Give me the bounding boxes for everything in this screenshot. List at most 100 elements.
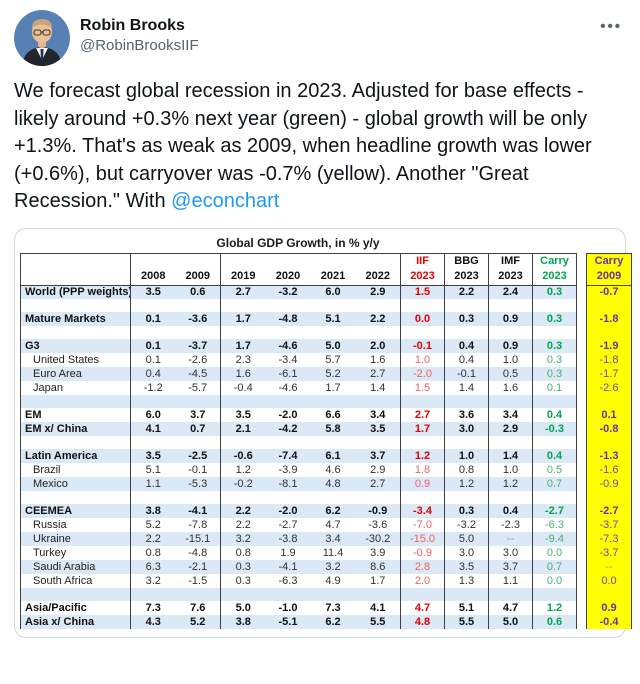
cell <box>175 395 221 408</box>
cell: 0.1 <box>586 408 632 422</box>
cell <box>400 491 445 504</box>
column-gap <box>576 326 587 339</box>
cell: -7.0 <box>400 518 445 532</box>
cell <box>131 326 176 339</box>
cell: 1.4 <box>355 381 401 395</box>
cell <box>444 491 489 504</box>
cell: 0.4 <box>130 367 176 381</box>
cell: -1.6 <box>586 463 632 477</box>
row-label <box>20 252 131 269</box>
tweet-text-body: We forecast global recession in 2023. Ad… <box>14 80 592 212</box>
cell: 1.2 <box>532 601 577 615</box>
cell: 3.4 <box>488 408 533 422</box>
column-gap <box>576 504 587 518</box>
cell: 0.3 <box>532 339 577 353</box>
cell: 3.4 <box>310 532 356 546</box>
cell: IMF <box>488 252 533 269</box>
avatar[interactable] <box>14 10 70 66</box>
cell: -4.8 <box>265 312 311 326</box>
cell: 1.2 <box>444 477 489 491</box>
author-handle[interactable]: @RobinBrooksIIF <box>80 37 199 54</box>
cell: 6.2 <box>310 615 356 629</box>
more-button[interactable]: ••• <box>600 18 622 35</box>
table-row: Turkey 0.8 -4.8 0.8 1.9 11.4 3.9 -0.9 3.0 3.0 0.0-… <box>20 546 632 560</box>
cell <box>265 588 311 601</box>
cell <box>400 326 445 339</box>
column-gap <box>576 269 587 285</box>
cell: 2022 <box>355 269 401 286</box>
cell: 0.8 <box>235 546 251 559</box>
author-name[interactable]: Robin Brooks <box>80 17 185 34</box>
row-label: Turkey <box>20 546 131 560</box>
cell: 2023 <box>400 269 445 286</box>
cell: 7.3 <box>145 601 161 614</box>
column-gap <box>576 408 587 422</box>
cell <box>444 395 489 408</box>
cell: -4.6 <box>265 339 311 353</box>
cell: 6.6 <box>325 408 341 421</box>
cell: -7.4 <box>265 449 311 463</box>
column-gap <box>576 463 587 477</box>
cell: 4.8 <box>400 615 445 629</box>
cell: 4.7 <box>488 601 533 615</box>
cell: 1.7 <box>400 422 445 436</box>
cell: -4.1 <box>265 560 311 574</box>
cell <box>586 436 632 449</box>
cell <box>310 395 356 408</box>
cell <box>532 588 577 601</box>
spacer-row <box>20 588 632 601</box>
cell: 2.0 <box>355 339 401 353</box>
row-label <box>20 299 131 312</box>
row-label: Mexico <box>20 477 131 491</box>
cell: -1.3 <box>586 449 632 463</box>
cell <box>175 326 221 339</box>
cell <box>355 588 401 601</box>
cell <box>311 326 356 339</box>
table-row: Russia 5.2 -7.8 2.2 -2.7 4.7 -3.6 -7.0 -3.2 -2.3-… <box>20 518 632 532</box>
cell <box>532 436 577 449</box>
cell: 8.6 <box>355 560 401 574</box>
cell: -0.9 <box>400 546 445 560</box>
cell: 0.6 <box>532 615 577 629</box>
table-row: Asia x/ China 4.3 5.2 3.8 -5.1 6.2 5.5 4.8 5.5 5.… <box>20 615 632 629</box>
row-label <box>20 269 131 286</box>
cell <box>586 491 632 504</box>
cell: -0.9 <box>355 504 401 518</box>
cell: 0.3 <box>532 367 577 381</box>
cell: -2.7 <box>586 504 632 518</box>
cell: -3.7 <box>175 339 221 353</box>
table-row: Latin America 3.5 -2.5 -0.6 -7.4 6.1 3.7 1.2 1.0… <box>20 449 632 463</box>
cell: 2009 <box>586 269 632 286</box>
cell: 2.2 <box>130 532 176 546</box>
cell: -2.7 <box>278 518 298 531</box>
table-row: Brazil 5.1 -0.1 1.2 -3.9 4.6 2.9 1.8 0.8 1.0 0.5 -1… <box>20 463 632 477</box>
attached-table-image[interactable]: Global GDP Growth, in % y/y IIF BBG IMF Car… <box>14 227 632 638</box>
row-label: World (PPP weights) <box>20 285 131 299</box>
row-label: Latin America <box>20 449 131 463</box>
cell: 2023 <box>444 269 489 286</box>
spacer-row <box>20 491 632 504</box>
spacer-row <box>20 395 632 408</box>
cell: 3.0 <box>488 546 533 560</box>
cell: 3.5 <box>444 560 489 574</box>
cell: 0.3 <box>532 312 577 326</box>
cell: 1.6 <box>355 353 401 367</box>
cell: 5.0 <box>444 532 489 546</box>
cell <box>586 395 632 408</box>
cell: 3.5 <box>235 408 251 421</box>
row-label: EM <box>20 408 131 422</box>
column-gap <box>576 253 587 269</box>
cell <box>220 395 266 408</box>
table-row: CEEMEA 3.8 -4.1 2.2 -2.0 6.2 -0.9 -3.4 0.3 0.4 -2.… <box>20 504 632 518</box>
cell: 2021 <box>310 269 356 286</box>
cell: 1.1 <box>488 574 533 588</box>
mention-link[interactable]: @econchart <box>171 190 280 212</box>
cell: 4.7 <box>400 601 445 615</box>
cell: BBG <box>444 252 489 269</box>
cell <box>131 436 176 449</box>
cell: 2023 <box>532 269 577 286</box>
cell: 1.0 <box>444 449 489 463</box>
cell: 0.3 <box>532 353 577 367</box>
cell <box>586 299 632 312</box>
cell: 6.3 <box>130 560 176 574</box>
